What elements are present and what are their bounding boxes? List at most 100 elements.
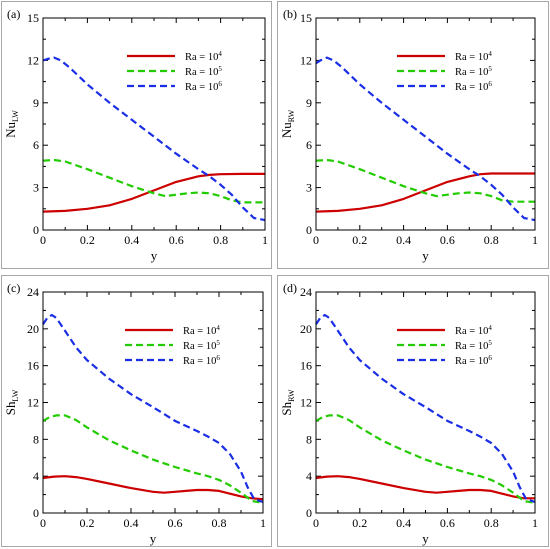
series-line-ra-1e5: [315, 158, 535, 203]
legend-entry-exponent: 5: [488, 339, 492, 347]
x-axis-label: y: [151, 248, 158, 263]
y-tick-label: 9: [33, 96, 39, 110]
y-axis-label: ShLW: [3, 389, 20, 415]
y-tick-label: 12: [27, 396, 39, 410]
panel-label: (a): [7, 7, 20, 21]
legend-entry-label: Ra = 10: [455, 82, 488, 93]
x-tick-label: 0.8: [213, 233, 228, 247]
legend-entry-exponent: 4: [488, 50, 492, 58]
x-tick-label: 0.6: [440, 516, 455, 530]
legend-entry-label: Ra = 10: [455, 67, 488, 78]
y-tick-label: 0: [33, 506, 39, 520]
y-tick-label: 8: [306, 432, 312, 446]
series-line-ra-1e5: [315, 414, 536, 504]
panel-frame: [1, 275, 272, 547]
y-tick-label: 20: [300, 322, 312, 336]
x-tick-label: 0.8: [484, 516, 499, 530]
x-tick-label: 1: [260, 516, 266, 530]
y-axis-label-main: Nu: [3, 121, 18, 137]
y-tick-label: 4: [306, 469, 312, 483]
x-tick-label: 0.2: [80, 516, 95, 530]
x-tick-label: 0.4: [124, 516, 139, 530]
x-tick-label: 0.2: [80, 233, 95, 247]
y-axis-label-subscript: LW: [11, 110, 20, 122]
y-axis-label-subscript: LW: [11, 389, 20, 401]
legend-entry: Ra = 105: [185, 65, 222, 78]
y-tick-label: 24: [300, 285, 312, 299]
panel-label: (b): [283, 7, 297, 21]
legend-entry: Ra = 104: [185, 50, 222, 63]
y-tick-label: 15: [300, 11, 312, 25]
y-tick-label: 15: [27, 11, 39, 25]
plot-area: [315, 17, 536, 231]
plot-area: [42, 291, 264, 514]
y-tick-label: 8: [33, 432, 39, 446]
y-tick-label: 9: [306, 96, 312, 110]
x-tick-label: 0: [313, 233, 319, 247]
x-tick-label: 1: [532, 516, 538, 530]
x-tick-label: 0.8: [212, 516, 227, 530]
y-tick-label: 4: [33, 469, 39, 483]
series-line-ra-1e4: [315, 475, 535, 500]
y-tick-label: 12: [27, 53, 39, 67]
legend-entry-label: Ra = 10: [185, 82, 218, 93]
y-axis-label: NuLW: [3, 110, 20, 138]
y-tick-label: 16: [27, 359, 39, 373]
y-tick-label: 12: [300, 396, 312, 410]
legend-entry: Ra = 105: [455, 339, 492, 352]
panel-frame: [277, 275, 549, 547]
legend-entry-exponent: 6: [488, 354, 492, 362]
legend-entry-exponent: 6: [218, 80, 222, 88]
y-tick-label: 16: [300, 359, 312, 373]
legend-entry-label: Ra = 10: [185, 52, 218, 63]
series-line-ra-1e6: [315, 56, 536, 222]
x-tick-label: 0.2: [352, 233, 367, 247]
y-axis-label-subscript: RW: [287, 109, 296, 122]
y-axis-label-subscript: RW: [287, 389, 296, 402]
x-tick-label: 1: [532, 233, 538, 247]
legend-entry: Ra = 105: [183, 339, 220, 352]
x-tick-label: 0: [313, 516, 319, 530]
legend-entry: Ra = 106: [455, 80, 492, 93]
legend-entry-label: Ra = 10: [455, 356, 488, 367]
x-axis-label: y: [150, 531, 157, 546]
series-line-ra-1e4: [42, 475, 264, 501]
legend-entry: Ra = 104: [455, 324, 492, 337]
y-tick-label: 3: [306, 181, 312, 195]
legend-entry: Ra = 106: [183, 354, 220, 367]
legend-entry-exponent: 6: [488, 80, 492, 88]
legend-entry: Ra = 106: [455, 354, 492, 367]
legend-entry-label: Ra = 10: [183, 326, 216, 337]
y-tick-label: 0: [306, 223, 312, 237]
legend-entry-exponent: 6: [216, 354, 220, 362]
legend-entry-exponent: 4: [216, 324, 220, 332]
legend-entry: Ra = 105: [455, 65, 492, 78]
legend-entry: Ra = 104: [183, 324, 220, 337]
legend-entry-exponent: 5: [218, 65, 222, 73]
x-tick-label: 0.6: [169, 233, 184, 247]
chart-panel-4: (d) 0 0.2 0.4 0.6 0.8 1 0 4 8 12 16 20 24 y ShRW Ra = 10…: [277, 275, 549, 547]
y-tick-label: 24: [27, 285, 39, 299]
x-tick-label: 0.4: [396, 516, 411, 530]
legend-entry: Ra = 106: [185, 80, 222, 93]
y-axis-label: NuRW: [279, 109, 296, 138]
panel-frame: [1, 1, 272, 269]
legend-entry-exponent: 5: [216, 339, 220, 347]
y-tick-label: 3: [33, 181, 39, 195]
y-axis-label-main: Nu: [279, 122, 294, 138]
legend-entry-label: Ra = 10: [185, 67, 218, 78]
legend-entry-label: Ra = 10: [455, 341, 488, 352]
y-tick-label: 0: [306, 506, 312, 520]
x-tick-label: 0.8: [484, 233, 499, 247]
legend-entry: Ra = 104: [455, 50, 492, 63]
x-tick-label: 0: [40, 516, 46, 530]
legend-entry-exponent: 5: [488, 65, 492, 73]
panel-frame: [277, 1, 549, 269]
